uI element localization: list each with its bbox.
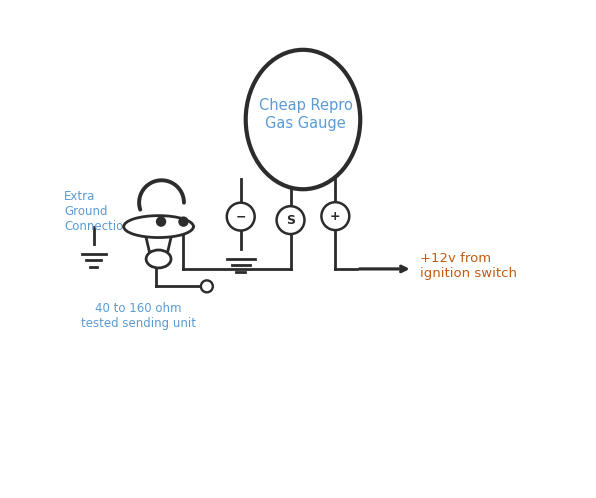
- Text: −: −: [235, 210, 246, 223]
- Circle shape: [277, 206, 305, 234]
- Ellipse shape: [146, 250, 171, 268]
- Circle shape: [227, 203, 254, 231]
- Circle shape: [201, 280, 213, 292]
- Circle shape: [321, 202, 349, 230]
- Circle shape: [157, 217, 166, 226]
- Text: +: +: [330, 210, 341, 223]
- Text: 40 to 160 ohm
tested sending unit: 40 to 160 ohm tested sending unit: [81, 302, 196, 330]
- Text: +12v from
ignition switch: +12v from ignition switch: [420, 252, 517, 280]
- Circle shape: [179, 217, 188, 226]
- Ellipse shape: [124, 216, 194, 238]
- Ellipse shape: [246, 50, 360, 189]
- Text: S: S: [286, 214, 295, 227]
- Text: Cheap Repro
Gas Gauge: Cheap Repro Gas Gauge: [259, 98, 352, 131]
- Text: Extra
Ground
Connection: Extra Ground Connection: [64, 190, 131, 233]
